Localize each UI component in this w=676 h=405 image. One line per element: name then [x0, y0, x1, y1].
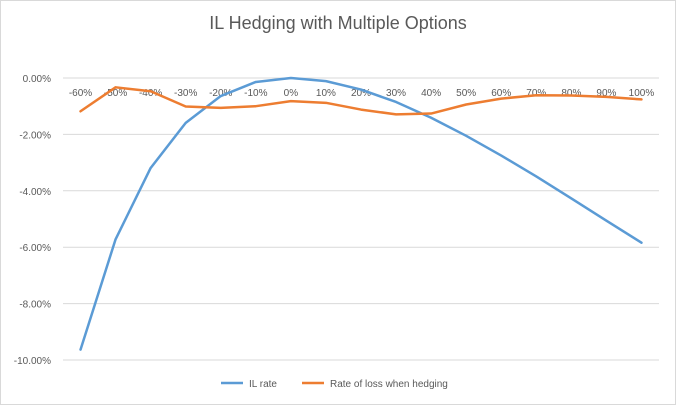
series-line-1	[79, 86, 643, 116]
y-tick-label: -10.00%	[14, 356, 51, 367]
x-tick-label: 60%	[491, 88, 511, 99]
chart-title: IL Hedging with Multiple Options	[209, 13, 466, 33]
y-axis-tick-labels: 0.00% -2.00% -4.00% -6.00% -8.00% -10.00%	[14, 74, 51, 367]
x-tick-label: 10%	[316, 88, 336, 99]
y-tick-label: -6.00%	[19, 243, 51, 254]
x-tick-label: 80%	[561, 88, 581, 99]
x-tick-label: -20%	[209, 88, 232, 99]
series-lines	[79, 76, 643, 351]
x-tick-label: -30%	[174, 88, 197, 99]
x-tick-label: 50%	[456, 88, 476, 99]
y-tick-label: 0.00%	[23, 74, 51, 85]
x-tick-label: 20%	[351, 88, 371, 99]
x-tick-label: -60%	[69, 88, 92, 99]
x-tick-label: 100%	[629, 88, 655, 99]
x-tick-label: 40%	[421, 88, 441, 99]
legend-label: Rate of loss when hedging	[330, 379, 448, 390]
y-tick-label: -2.00%	[19, 130, 51, 141]
x-tick-label: -40%	[139, 88, 162, 99]
legend: IL rate Rate of loss when hedging	[221, 379, 448, 390]
x-tick-label: 30%	[386, 88, 406, 99]
gridlines	[63, 77, 659, 361]
x-tick-label: -10%	[244, 88, 267, 99]
x-tick-label: -50%	[104, 88, 127, 99]
legend-label: IL rate	[249, 379, 277, 390]
y-tick-label: -4.00%	[19, 187, 51, 198]
y-tick-label: -8.00%	[19, 300, 51, 311]
x-axis-tick-labels: -60% -50% -40% -30% -20% -10% 0% 10% 20% 30% 40% 50…	[69, 88, 655, 99]
x-tick-label: 0%	[284, 88, 299, 99]
series-line-0	[79, 76, 643, 351]
x-tick-label: 90%	[596, 88, 616, 99]
x-tick-label: 70%	[526, 88, 546, 99]
